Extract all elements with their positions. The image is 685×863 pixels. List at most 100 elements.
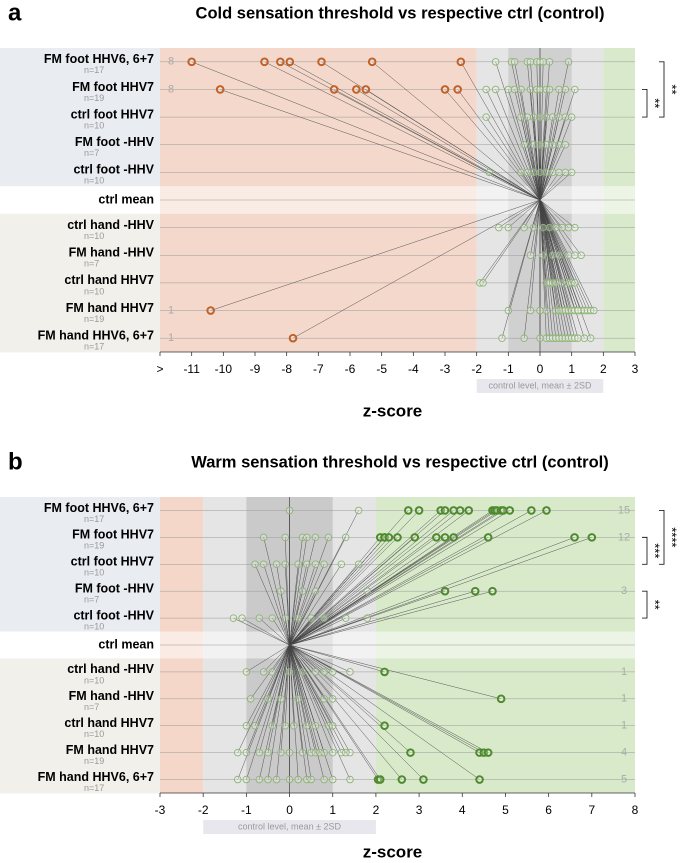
connector-line (539, 199, 563, 339)
x-tick-label: -1 (241, 803, 252, 817)
data-point (294, 695, 302, 703)
data-point (545, 223, 554, 232)
x-tick-label: 4 (459, 803, 466, 817)
data-point (320, 614, 328, 622)
row-label-bg (0, 186, 160, 215)
data-point (536, 140, 544, 149)
data-point (504, 223, 513, 232)
data-point (552, 223, 560, 232)
connector-line (539, 199, 576, 339)
data-point (495, 223, 503, 232)
connector-line (289, 644, 381, 780)
data-point (329, 85, 339, 94)
row-label-bg (0, 577, 160, 606)
data-point (403, 506, 413, 515)
x-tick-label: -10 (215, 362, 233, 376)
chart-title: Cold sensation threshold vs respective c… (196, 4, 605, 22)
data-point (255, 748, 264, 757)
data-point (482, 85, 490, 94)
data-point (285, 57, 295, 67)
connector-line (246, 644, 290, 753)
data-point (363, 614, 372, 622)
connector-line (539, 199, 595, 311)
data-point (187, 57, 196, 67)
data-point (238, 614, 246, 622)
connector-line (237, 644, 290, 753)
connector-line (289, 510, 504, 646)
significance-bracket (659, 61, 665, 118)
data-point (285, 775, 294, 784)
connector-line (539, 199, 557, 339)
connector-line (289, 510, 532, 646)
data-point (523, 113, 532, 121)
connector-line (259, 617, 290, 646)
row-label: FM foot HHV6, 6+7 (44, 52, 154, 66)
connector-line (289, 644, 299, 780)
data-point (285, 506, 294, 515)
data-point (527, 506, 536, 515)
data-point (277, 695, 285, 703)
connector-line (523, 144, 541, 201)
data-point (341, 533, 350, 542)
data-point (290, 721, 298, 730)
x-tick-label: 2 (600, 362, 607, 376)
data-point (510, 85, 519, 94)
row-n-label: n=19 (84, 756, 104, 766)
data-point (496, 694, 506, 704)
data-point (341, 614, 350, 622)
data-point (470, 586, 480, 596)
significance-label: ** (665, 84, 680, 94)
data-point (555, 85, 563, 94)
data-point (571, 85, 579, 94)
connector-line (289, 644, 385, 726)
data-point (577, 251, 585, 260)
data-point (272, 775, 281, 784)
data-point (260, 57, 269, 67)
data-point (303, 560, 311, 569)
data-point (414, 506, 424, 515)
connector-line (289, 644, 424, 780)
abnormal-count: 1 (168, 332, 174, 344)
data-point (523, 168, 532, 177)
connector-line (289, 644, 312, 753)
data-point (259, 560, 268, 569)
data-point (215, 85, 225, 94)
connector-line (289, 537, 398, 646)
connector-line (539, 117, 566, 201)
row-label: ctrl foot -HHV (73, 608, 154, 622)
data-point (491, 58, 500, 66)
connector-line (289, 644, 316, 753)
connector-line (259, 644, 290, 753)
data-point (571, 251, 579, 260)
x-tick-label: 5 (502, 803, 509, 817)
data-point (483, 533, 493, 542)
row-label: ctrl foot HHV7 (71, 107, 154, 121)
row-label-bg (0, 103, 160, 132)
data-point (393, 533, 402, 542)
connector-line (539, 199, 576, 256)
row-n-label: n=10 (84, 568, 104, 578)
connector-line (334, 89, 541, 201)
data-point (346, 748, 354, 757)
row-n-label: n=10 (84, 231, 104, 241)
connector-line (289, 644, 402, 780)
data-point (324, 533, 333, 542)
data-point (498, 334, 506, 342)
connector-line (289, 617, 368, 646)
data-point (482, 113, 490, 121)
row-label: FM hand -HHV (69, 246, 155, 260)
data-point (479, 279, 487, 287)
abnormal-count: 12 (618, 531, 630, 543)
x-tick-label: 2 (373, 803, 380, 817)
data-point (285, 668, 294, 676)
data-point (529, 223, 538, 232)
row-label-bg (0, 604, 160, 633)
data-point (251, 560, 259, 569)
x-tick-label: 3 (416, 803, 423, 817)
row-n-label: n=7 (84, 148, 99, 158)
data-point (453, 85, 462, 94)
data-point (307, 775, 315, 784)
data-point (580, 334, 589, 342)
x-tick-label: > (156, 362, 163, 376)
abnormal-count: 5 (621, 773, 627, 785)
